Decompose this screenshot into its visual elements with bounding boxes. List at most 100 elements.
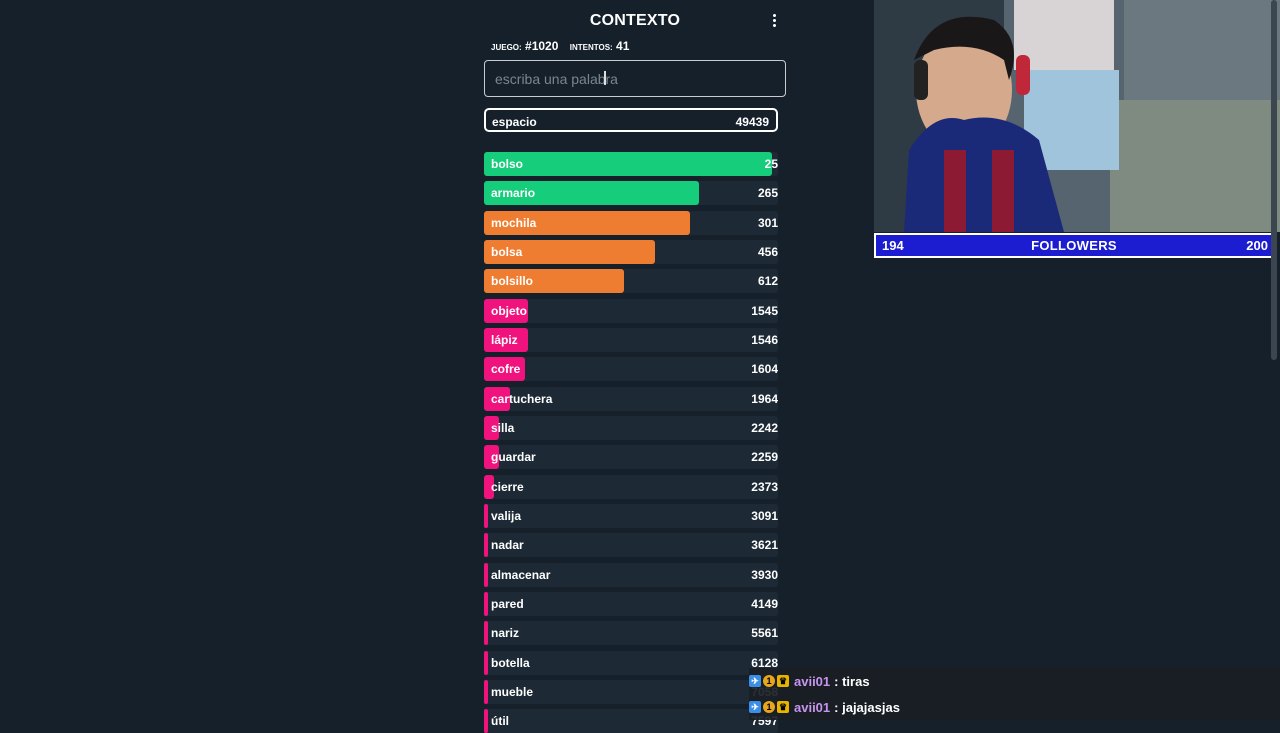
guess-rank: 1545 (751, 303, 778, 318)
crown-badge-icon: ♛ (777, 701, 789, 713)
guess-rank: 2259 (751, 450, 778, 465)
guess-rank: 3930 (751, 567, 778, 582)
similarity-bar (484, 239, 655, 264)
guess-rank: 5561 (751, 626, 778, 641)
guess-rank: 265 (757, 186, 778, 201)
last-guess-row: espacio 49439 (484, 108, 778, 132)
guess-row: nadar 3621 (484, 533, 778, 558)
guess-word: cierre (491, 479, 524, 494)
chat-username: avii01 (794, 673, 831, 689)
similarity-bar (484, 386, 510, 411)
guess-rank: 2373 (751, 479, 778, 494)
similarity-bar (484, 298, 528, 323)
guess-word: bolsa (491, 244, 523, 259)
guess-rank: 25 (764, 157, 778, 171)
guess-word: bolsillo (491, 274, 533, 289)
guess-word: botella (491, 655, 530, 670)
webcam-feed (874, 0, 1280, 232)
guess-row: bolsa 456 (484, 239, 778, 264)
guess-rank: 3091 (751, 508, 778, 523)
game-info: JUEGO: #1020 INTENTOS: 41 (491, 39, 637, 55)
more-options-icon[interactable] (768, 12, 780, 30)
guess-input[interactable] (484, 60, 786, 97)
guess-word: mueble (491, 684, 534, 699)
chat-message: ✈ 1 ♛ avii01 : tiras (749, 669, 870, 693)
guess-word: cofre (491, 362, 521, 377)
page-title: CONTEXTO (589, 12, 681, 29)
chat-text: : jajajasjas (834, 699, 900, 715)
attempts-label: INTENTOS: (569, 43, 613, 52)
guess-row: armario 265 (484, 181, 778, 206)
followers-label: FOLLOWERS (1031, 238, 1117, 253)
similarity-bar (484, 445, 499, 470)
guess-word: pared (491, 596, 524, 611)
similarity-bar (484, 533, 488, 558)
guess-word: cartuchera (491, 391, 553, 406)
page-scrollbar[interactable] (1271, 0, 1277, 360)
guess-rank: 4149 (751, 596, 778, 611)
similarity-bar (484, 210, 690, 235)
guess-word: almacenar (491, 567, 551, 582)
similarity-bar (484, 591, 488, 616)
guess-word: bolso (491, 157, 523, 171)
last-guess-word: espacio (492, 115, 537, 129)
similarity-bar (484, 181, 699, 206)
attempts-count: 41 (616, 39, 630, 53)
similarity-bar (484, 679, 488, 704)
guess-row: valija 3091 (484, 503, 778, 528)
similarity-bar (484, 357, 525, 382)
text-cursor-icon (604, 71, 606, 85)
guess-rank: 1604 (751, 362, 778, 377)
guess-row: mochila 301 (484, 210, 778, 235)
prime-badge-icon: ✈ (749, 675, 761, 687)
guess-row: cartuchera 1964 (484, 386, 778, 411)
similarity-bar (484, 152, 772, 176)
similarity-bar (484, 621, 488, 646)
bits-badge-icon: 1 (763, 701, 775, 713)
prime-badge-icon: ✈ (749, 701, 761, 713)
guess-rank: 1546 (751, 332, 778, 347)
guess-input-wrap (484, 60, 786, 97)
game-label: JUEGO: (491, 43, 522, 52)
guess-word: nadar (491, 538, 524, 553)
guess-row: cierre 2373 (484, 474, 778, 499)
contexto-game: CONTEXTO JUEGO: #1020 INTENTOS: 41 espac… (484, 0, 786, 733)
guess-rank: 3621 (751, 538, 778, 553)
guess-word: nariz (491, 626, 520, 641)
guess-rank: 1964 (751, 391, 778, 406)
guess-word: valija (491, 508, 522, 523)
guess-row: cofre 1604 (484, 357, 778, 382)
guess-rank: 456 (757, 244, 778, 259)
guess-row: bolso 25 (484, 152, 778, 176)
guess-word: mochila (491, 215, 537, 230)
guess-row: objeto 1545 (484, 298, 778, 323)
followers-current: 194 (882, 238, 904, 253)
guess-row: almacenar 3930 (484, 562, 778, 587)
followers-goal-bar: 194 FOLLOWERS 200 (874, 233, 1274, 258)
guess-row: bolsillo 612 (484, 269, 778, 294)
guess-rank: 301 (757, 215, 778, 230)
bits-badge-icon: 1 (763, 675, 775, 687)
similarity-bar (484, 709, 488, 733)
guess-word: objeto (491, 303, 527, 318)
webcam-image (874, 0, 1280, 232)
game-number: #1020 (525, 39, 559, 53)
chat-message: ✈ 1 ♛ avii01 : jajajasjas (749, 695, 900, 719)
guess-row: lápiz 1546 (484, 327, 778, 352)
last-guess-rank: 49439 (735, 115, 769, 129)
crown-badge-icon: ♛ (777, 675, 789, 687)
similarity-bar (484, 327, 528, 352)
guess-row: guardar 2259 (484, 445, 778, 470)
guess-word: útil (491, 714, 509, 729)
header: CONTEXTO (484, 10, 786, 32)
guess-row: útil 7597 (484, 709, 778, 733)
guess-row: pared 4149 (484, 591, 778, 616)
similarity-bar (484, 269, 624, 294)
guess-word: armario (491, 186, 536, 201)
guess-word: lápiz (491, 332, 518, 347)
similarity-bar (484, 503, 488, 528)
followers-goal: 200 (1246, 238, 1268, 253)
guess-row: botella 6128 (484, 650, 778, 675)
similarity-bar (484, 650, 488, 675)
chat-username: avii01 (794, 699, 831, 715)
